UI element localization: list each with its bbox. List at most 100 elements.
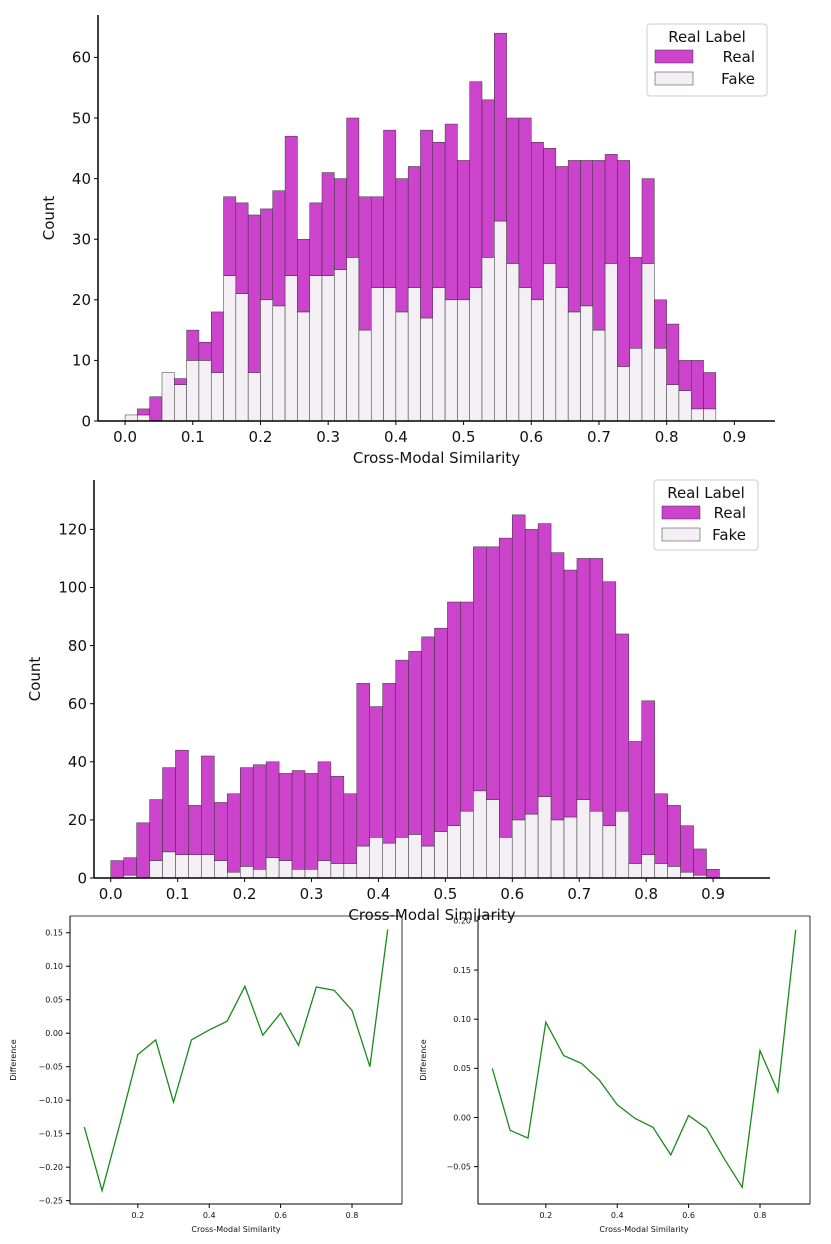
bar-real bbox=[278, 773, 293, 861]
bar-real bbox=[369, 706, 383, 838]
y-tick-label: 100 bbox=[58, 579, 87, 597]
y-tick-label: −0.05 bbox=[446, 1162, 471, 1171]
y-tick-label: −0.20 bbox=[38, 1163, 63, 1172]
y-tick-label: 20 bbox=[68, 811, 87, 829]
bar-real bbox=[654, 793, 668, 864]
bar-real bbox=[550, 552, 565, 821]
bar-real bbox=[469, 81, 483, 288]
legend: Real Label Real Fake bbox=[653, 479, 759, 551]
bar-fake bbox=[506, 263, 520, 422]
bar-fake bbox=[563, 816, 578, 879]
bar-fake bbox=[654, 863, 668, 879]
x-tick-label: 0.3 bbox=[300, 885, 324, 903]
bar-real bbox=[678, 360, 692, 391]
x-tick-label: 0.9 bbox=[701, 885, 725, 903]
y-tick-label: 20 bbox=[72, 291, 91, 309]
x-tick-label: 0.8 bbox=[634, 885, 658, 903]
bar-fake bbox=[434, 831, 448, 879]
bar-fake bbox=[334, 269, 347, 422]
bar-fake bbox=[272, 305, 286, 422]
x-axis-label: Cross-Modal Similarity bbox=[191, 1225, 280, 1234]
bar-real bbox=[703, 372, 717, 410]
bar-fake bbox=[382, 842, 396, 879]
bar-fake bbox=[524, 813, 539, 879]
bar-real bbox=[506, 117, 520, 264]
y-tick-label: −0.05 bbox=[38, 1062, 63, 1071]
x-tick-label: 0.8 bbox=[754, 1211, 767, 1220]
y-tick-label: −0.15 bbox=[38, 1129, 63, 1138]
bar-fake bbox=[174, 384, 187, 422]
bar-fake bbox=[291, 869, 306, 879]
bar-fake bbox=[369, 837, 383, 879]
bar-real bbox=[680, 825, 694, 873]
bar-real bbox=[149, 396, 163, 422]
bar-real bbox=[260, 208, 274, 301]
legend-label-real: Real bbox=[714, 504, 746, 522]
bar-fake bbox=[499, 837, 513, 879]
bar-fake bbox=[284, 275, 298, 422]
legend-title: Real Label bbox=[667, 484, 745, 502]
bar-real bbox=[580, 160, 594, 307]
bar-real bbox=[666, 323, 680, 385]
bar-real bbox=[499, 537, 513, 838]
bar-real bbox=[235, 202, 249, 294]
difference-line bbox=[491, 929, 797, 1190]
y-tick-label: 120 bbox=[58, 521, 87, 539]
bar-fake bbox=[343, 863, 358, 879]
y-tick-label: 0.10 bbox=[45, 962, 63, 971]
bar-fake bbox=[678, 390, 692, 422]
legend-title: Real Label bbox=[668, 28, 746, 46]
chart-4: 0.2 0.4 0.6 0.8 −0.05 0.00 0.05 0.10 0.15 0.20 Cro… bbox=[419, 915, 811, 1234]
histogram-bars bbox=[110, 514, 720, 879]
bar-real bbox=[346, 117, 360, 258]
bar-fake bbox=[555, 287, 569, 422]
bar-fake bbox=[567, 311, 581, 422]
y-tick-label: 0.15 bbox=[453, 966, 471, 975]
legend-label-fake: Fake bbox=[712, 526, 746, 544]
bar-fake bbox=[420, 317, 434, 422]
y-tick-label: 0.05 bbox=[453, 1064, 471, 1073]
y-tick-label: 0.15 bbox=[45, 929, 63, 938]
bar-real bbox=[110, 860, 124, 879]
bar-real bbox=[567, 160, 581, 313]
bar-real bbox=[576, 558, 591, 800]
legend-label-real: Real bbox=[723, 48, 755, 66]
bar-real bbox=[460, 601, 474, 812]
legend: Real Label Real Fake bbox=[646, 23, 768, 97]
bar-real bbox=[641, 178, 655, 264]
x-axis-label: Cross-Modal Similarity bbox=[353, 449, 520, 467]
y-tick-label: 0.00 bbox=[45, 1029, 63, 1038]
bar-fake bbox=[214, 860, 228, 879]
bar-real bbox=[706, 869, 720, 879]
x-tick-label: 0.4 bbox=[367, 885, 391, 903]
legend-swatch-real bbox=[661, 505, 701, 520]
bar-real bbox=[317, 761, 332, 861]
bar-real bbox=[309, 202, 323, 276]
bar-real bbox=[524, 529, 539, 815]
bar-fake bbox=[407, 287, 421, 422]
y-tick-label: 50 bbox=[72, 109, 91, 127]
y-tick-label: 0.00 bbox=[453, 1113, 471, 1122]
bar-fake bbox=[358, 329, 372, 422]
bar-real bbox=[641, 700, 655, 856]
y-axis-label: Count bbox=[26, 657, 44, 702]
x-tick-label: 0.0 bbox=[113, 428, 137, 446]
bar-real bbox=[589, 558, 604, 812]
bar-real bbox=[473, 546, 487, 792]
y-axis-label: Difference bbox=[419, 1039, 428, 1080]
bar-real bbox=[530, 142, 544, 301]
bar-real bbox=[330, 776, 345, 864]
y-tick-label: 30 bbox=[72, 230, 91, 248]
bar-fake bbox=[576, 799, 591, 879]
x-axis-label: Cross-Modal Similarity bbox=[599, 1225, 688, 1234]
bar-real bbox=[383, 129, 397, 288]
bar-real bbox=[615, 633, 630, 812]
legend-label-fake: Fake bbox=[721, 70, 755, 88]
y-tick-label: 40 bbox=[68, 753, 87, 771]
bar-real bbox=[481, 99, 495, 258]
x-tick-label: 0.2 bbox=[539, 1211, 552, 1220]
bar-fake bbox=[530, 299, 544, 422]
bar-fake bbox=[383, 287, 397, 422]
bar-real bbox=[432, 142, 446, 288]
